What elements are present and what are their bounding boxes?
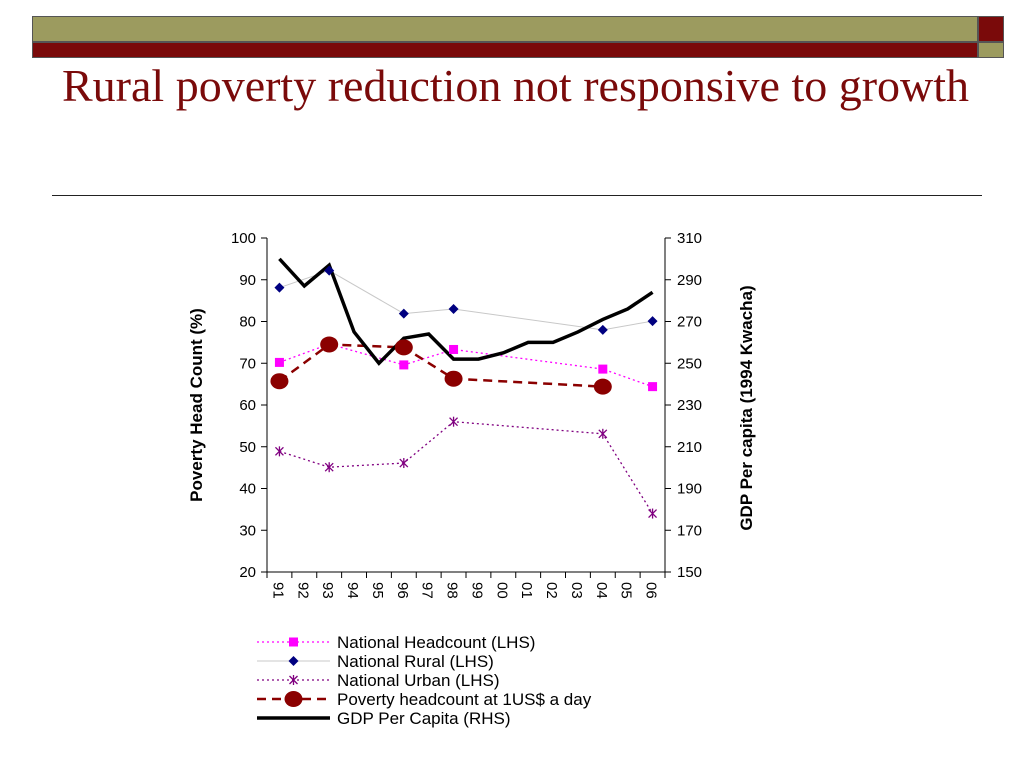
- header-band-olive: [32, 16, 978, 42]
- y-tick-label-left: 40: [239, 481, 256, 498]
- y-tick-label-left: 90: [239, 272, 256, 289]
- point-marker: [597, 324, 608, 335]
- legend-label: National Headcount (LHS): [337, 633, 535, 652]
- x-tick-label: 94: [344, 582, 361, 599]
- point-marker: [270, 373, 289, 390]
- series-line-3: [279, 421, 654, 514]
- point-marker: [647, 316, 658, 327]
- title-divider: [52, 195, 982, 196]
- x-tick-label: 01: [518, 582, 535, 599]
- x-tick-label: 97: [419, 582, 436, 599]
- y-tick-label-right: 250: [677, 355, 702, 372]
- point-marker: [289, 675, 298, 685]
- x-tick-label: 91: [269, 582, 286, 599]
- x-tick-label: 05: [618, 582, 635, 599]
- y-tick-label-right: 230: [677, 397, 702, 414]
- point-marker: [598, 364, 608, 374]
- x-tick-label: 96: [394, 582, 411, 599]
- point-marker: [394, 339, 413, 356]
- x-tick-label: 99: [468, 582, 485, 599]
- y-axis-label-left: Poverty Head Count (%): [187, 308, 206, 502]
- y-tick-label-left: 70: [239, 355, 256, 372]
- y-tick-label-right: 170: [677, 522, 702, 539]
- point-marker: [593, 378, 612, 395]
- x-tick-label: 06: [643, 582, 660, 599]
- point-marker: [444, 370, 463, 387]
- header-corner-square-maroon: [978, 16, 1004, 42]
- point-marker: [648, 382, 658, 392]
- chart-series-markers: [270, 265, 658, 519]
- y-tick-label-right: 310: [677, 230, 702, 247]
- point-marker: [274, 282, 285, 293]
- y-tick-label-left: 50: [239, 439, 256, 456]
- y-tick-label-left: 100: [231, 230, 256, 247]
- point-marker: [449, 344, 459, 354]
- x-tick-label: 02: [543, 582, 560, 599]
- point-marker: [598, 428, 608, 439]
- point-marker: [324, 462, 334, 473]
- point-marker: [399, 360, 409, 370]
- y-tick-label-left: 80: [239, 314, 256, 331]
- point-marker: [449, 416, 459, 427]
- point-marker: [320, 336, 339, 353]
- x-tick-label: 98: [444, 582, 461, 599]
- point-marker: [289, 637, 298, 647]
- point-marker: [399, 458, 409, 469]
- x-tick-label: 00: [493, 582, 510, 599]
- legend-label: GDP Per Capita (RHS): [337, 709, 511, 728]
- y-tick-label-left: 60: [239, 397, 256, 414]
- point-marker: [274, 357, 284, 367]
- point-marker: [448, 303, 459, 314]
- chart-axes: 20 30 40 50 60 70 80 90 100 150 170 190 210 230 250 270…: [231, 230, 702, 599]
- header-band-maroon: [32, 42, 978, 58]
- point-marker: [398, 308, 409, 319]
- legend-label: National Rural (LHS): [337, 652, 494, 671]
- chart-legend: National Headcount (LHS)National Rural (…: [257, 633, 592, 728]
- x-tick-label: 04: [593, 582, 610, 599]
- point-marker: [324, 265, 335, 276]
- y-tick-label-right: 210: [677, 439, 702, 456]
- y-tick-label-right: 290: [677, 272, 702, 289]
- y-tick-label-right: 270: [677, 314, 702, 331]
- x-tick-label: 93: [319, 582, 336, 599]
- x-tick-label: 03: [568, 582, 585, 599]
- y-tick-label-right: 190: [677, 481, 702, 498]
- slide-title: Rural poverty reduction not responsive t…: [62, 60, 970, 111]
- y-tick-label-left: 30: [239, 522, 256, 539]
- x-tick-label: 95: [369, 582, 386, 599]
- header-corner-square-olive: [978, 42, 1004, 58]
- series-line-1: [279, 343, 653, 388]
- legend-label: Poverty headcount at 1US$ a day: [337, 690, 592, 709]
- point-marker: [274, 446, 284, 457]
- point-marker: [288, 656, 299, 666]
- legend-label: National Urban (LHS): [337, 671, 500, 690]
- point-marker: [284, 691, 303, 707]
- x-tick-label: 92: [294, 582, 311, 599]
- y-axis-label-right: GDP Per capita (1994 Kwacha): [737, 285, 756, 530]
- y-tick-label-right: 150: [677, 564, 702, 581]
- series-line-5: [278, 257, 654, 366]
- y-tick-label-left: 20: [239, 564, 256, 581]
- point-marker: [648, 508, 658, 519]
